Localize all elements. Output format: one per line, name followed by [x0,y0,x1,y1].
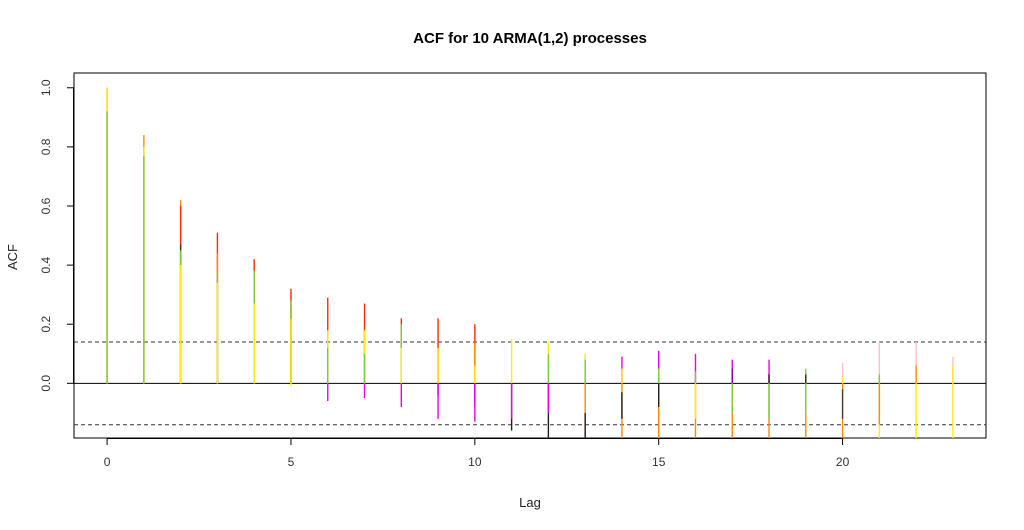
y-tick-label: 0.4 [39,256,53,273]
chart-title: ACF for 10 ARMA(1,2) processes [413,30,647,47]
y-tick-label: 0.6 [39,197,53,214]
x-tick-label: 15 [652,455,666,469]
y-tick-label: 1.0 [39,79,53,96]
y-tick-label: 0.8 [39,138,53,155]
plot-area: 0 5 10 15 20 0.0 0.2 0.4 0.6 0.8 1.0 [39,72,987,469]
x-axis-label: Lag [519,495,541,510]
x-tick-label: 20 [836,455,850,469]
y-axis-label: ACF [5,244,20,270]
y-tick-label: 0.2 [39,316,53,333]
x-tick-label: 5 [288,455,295,469]
x-tick-label: 0 [104,455,111,469]
y-tick-label: 0.0 [39,375,53,392]
x-tick-label: 10 [468,455,482,469]
